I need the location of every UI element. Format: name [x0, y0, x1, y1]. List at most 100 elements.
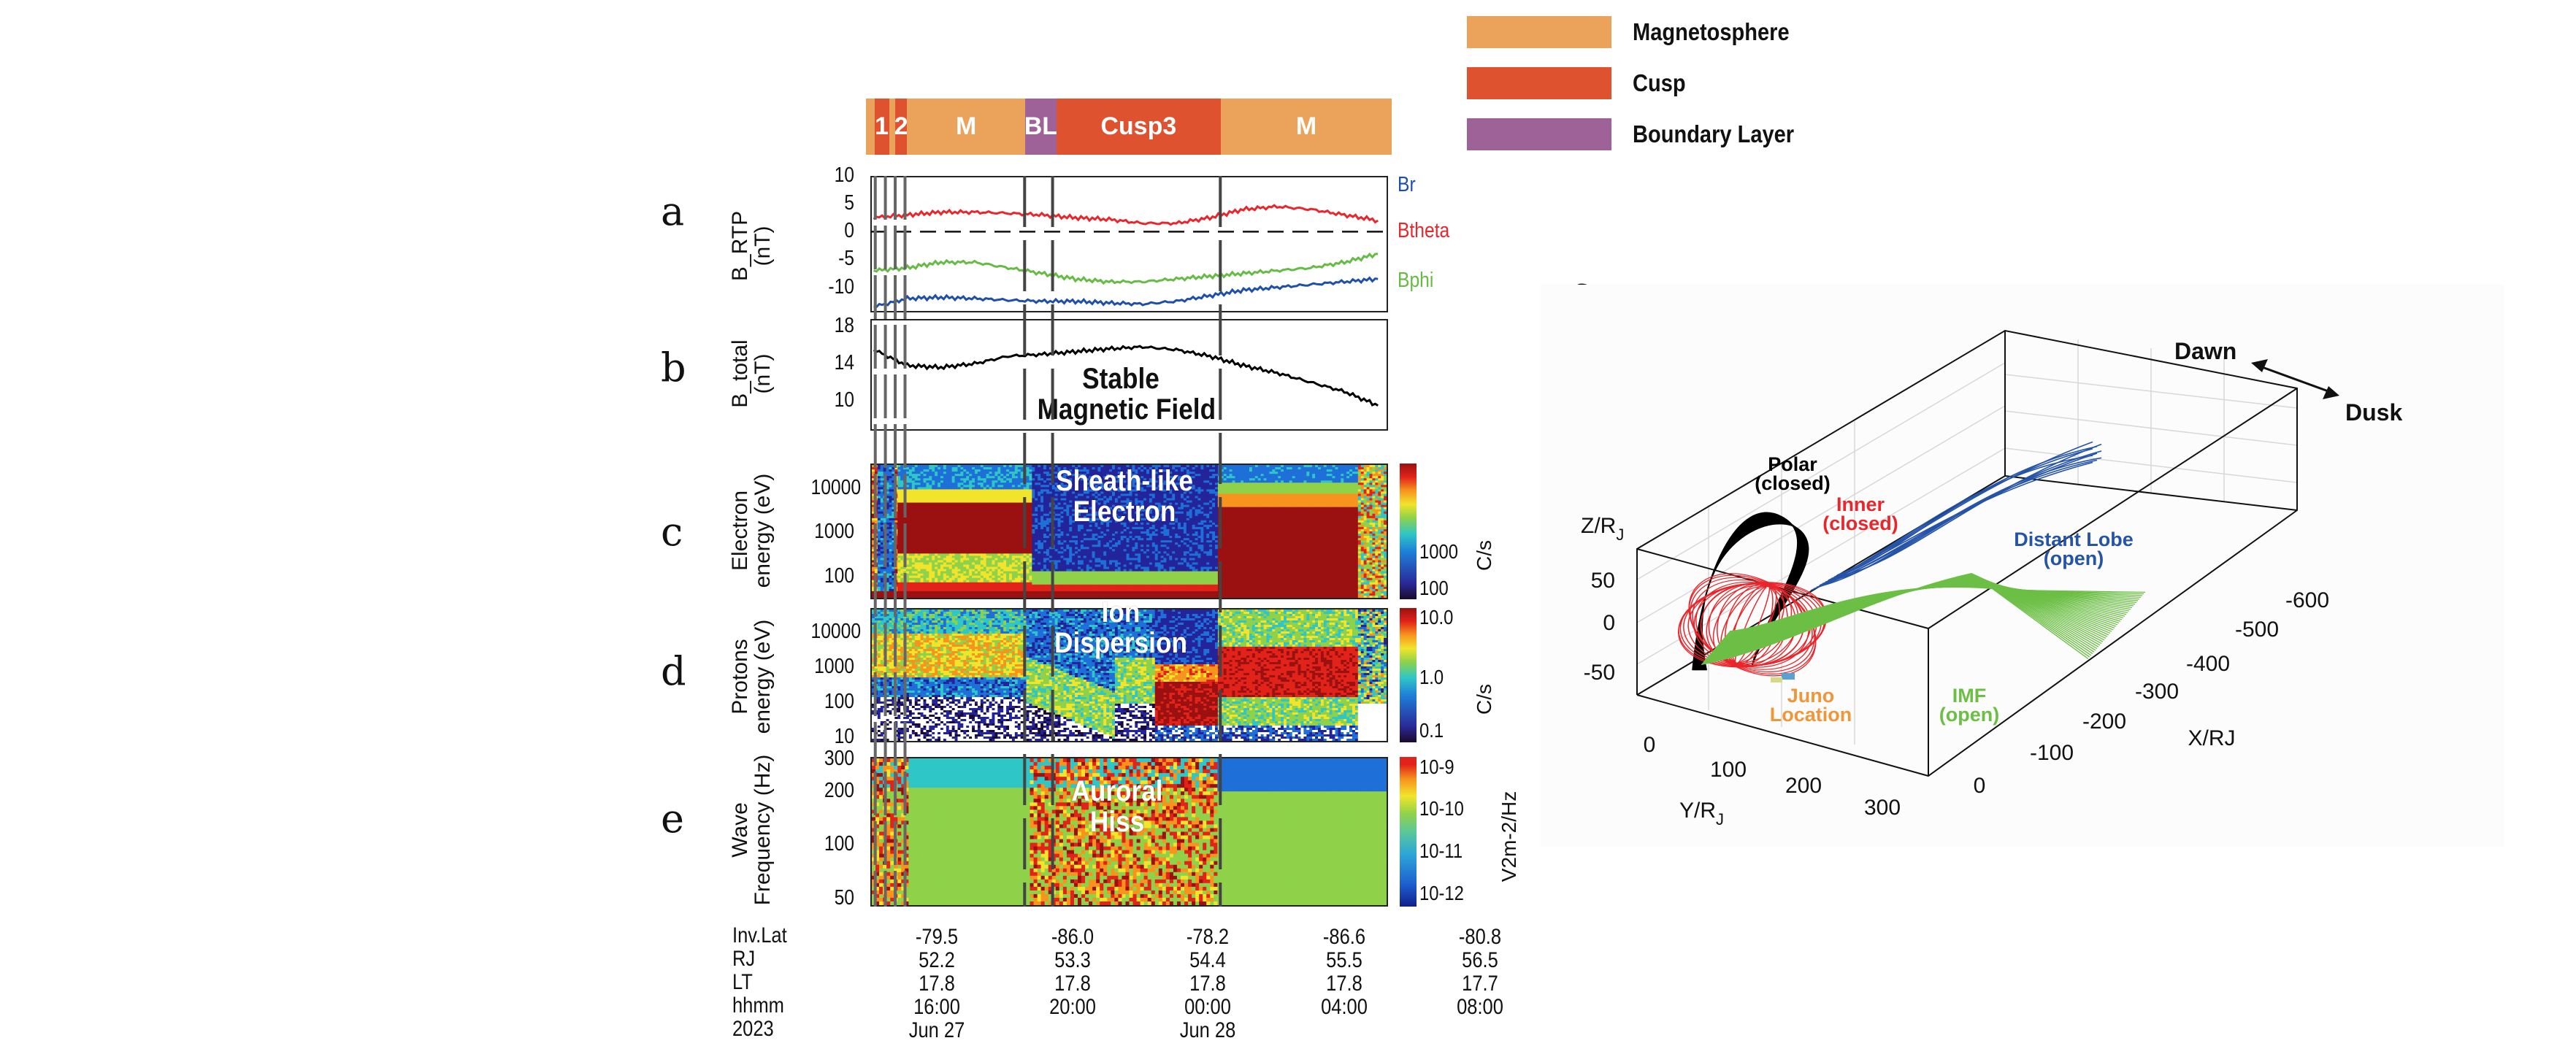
annotation-auroral-hiss: Auroral Hiss	[1034, 776, 1201, 837]
inner-sub: (closed)	[1822, 512, 1898, 534]
panel-d-colorbar	[1400, 608, 1417, 742]
x-axis-value: 53.3	[1035, 948, 1110, 973]
y-tick: 200	[1785, 774, 1822, 798]
x-axis-value: Jun 27	[900, 1018, 974, 1043]
x-axis-value: -80.8	[1443, 925, 1517, 950]
legend-label-boundary-layer: Boundary Layer	[1633, 120, 1794, 148]
series-line-bphi	[873, 252, 1379, 285]
row-label-invlat: Inv.Lat	[732, 925, 787, 947]
y-tick-label: 200	[811, 779, 854, 803]
x-axis-value: 17.8	[1170, 972, 1245, 996]
panel-letter-c: c	[661, 509, 683, 555]
x-axis-value: 54.4	[1170, 948, 1245, 973]
legend-swatch-magnetosphere	[1467, 16, 1611, 48]
panel-f-background	[1541, 285, 2504, 847]
x-axis-value: 20:00	[1035, 995, 1110, 1020]
distant-lobe-field-line	[1822, 453, 2098, 585]
x-axis-value: 08:00	[1443, 995, 1517, 1020]
legend-label-cusp: Cusp	[1633, 69, 1686, 97]
x-tick: -300	[2135, 680, 2179, 704]
panel-f-grid	[1636, 339, 2298, 745]
imf-sub: (open)	[1939, 704, 1999, 726]
panel-e-spectrogram	[870, 757, 1388, 907]
x-axis-value: 55.5	[1307, 948, 1381, 973]
x-tick: -400	[2186, 652, 2230, 676]
juno-sub: Location	[1770, 704, 1852, 726]
y-tick-label: 10000	[811, 476, 862, 500]
y-tick-label: 100	[811, 690, 854, 714]
panel-e-cbar-tick: 10-10	[1419, 797, 1464, 820]
region-segment: 1	[874, 99, 889, 155]
juno-spacecraft-icon	[1771, 673, 1795, 682]
panel-letter-b: b	[661, 345, 686, 391]
plot-d-pixels	[872, 609, 1387, 741]
panel-f-3d-field-lines: Z/RJ 50 0 -50 0 100 200 300 Y/RJ 0 -100 …	[1541, 285, 2504, 847]
x-tick: -200	[2082, 709, 2126, 734]
panel-d-cbar-tick: 1.0	[1419, 666, 1444, 689]
x-axis-label: X/RJ	[2188, 726, 2235, 750]
distant-lobe-field-line	[1833, 443, 2102, 578]
y-tick-label: 50	[811, 886, 854, 910]
panel-d-spectrogram	[870, 608, 1388, 742]
region-segment	[889, 99, 896, 155]
imf-field-line	[1729, 586, 2146, 632]
x-axis-value: 56.5	[1443, 948, 1517, 973]
juno-label: Juno	[1787, 685, 1835, 707]
polar-field-line	[1701, 523, 1809, 671]
panel-e-cbar-tick: 10-11	[1419, 839, 1463, 863]
y-axis-label: Y/RJ	[1679, 799, 1724, 828]
y-tick: 0	[1644, 733, 1656, 757]
legend-swatch-boundary-layer	[1467, 118, 1611, 150]
series-line-br	[873, 276, 1379, 309]
series-line-btotal	[873, 345, 1379, 407]
polar-label: Polar	[1768, 453, 1817, 475]
panel-c-cbar-tick: 1000	[1419, 540, 1458, 564]
panel-letter-e: e	[661, 796, 684, 842]
dawn-dusk-arrow-icon	[2251, 359, 2339, 399]
panel-d-cbar-tick: 10.0	[1419, 606, 1453, 629]
y-tick-label: 300	[811, 747, 854, 771]
row-label-rj: RJ	[732, 948, 755, 970]
panel-e-cbar-tick: 10-12	[1419, 882, 1464, 905]
series-label-br: Br	[1398, 173, 1416, 197]
x-axis-value: -86.6	[1307, 925, 1381, 950]
panel-e-cbar-tick: 10-9	[1419, 755, 1454, 779]
x-tick: -100	[2030, 741, 2074, 765]
distant-lobe-field-line	[1825, 450, 2102, 583]
y-tick-label: 0	[811, 219, 854, 243]
x-tick: -500	[2235, 618, 2279, 642]
y-tick-label: 1000	[811, 655, 854, 679]
polar-sub: (closed)	[1755, 472, 1831, 494]
y-tick-label: 100	[811, 564, 854, 588]
z-tick: -50	[1584, 661, 1615, 685]
row-label-year: 2023	[732, 1018, 774, 1040]
field-lines	[1678, 441, 2146, 677]
x-axis-value: 04:00	[1307, 995, 1381, 1020]
region-segment: M	[1221, 99, 1392, 155]
plot-e-pixels	[872, 758, 1387, 905]
annotation-ion-dispersion: Ion Dispersion	[1034, 597, 1208, 658]
y-tick: 100	[1710, 758, 1747, 782]
field-line-labels: Polar (closed) Inner (closed) Distant Lo…	[1755, 453, 2134, 726]
z-tick: 50	[1591, 569, 1615, 593]
panel-e-colorbar	[1400, 757, 1417, 907]
region-segment: M	[907, 99, 1026, 155]
legend-label-magnetosphere: Magnetosphere	[1633, 18, 1790, 46]
panel-b-plot	[870, 319, 1388, 431]
inner-label: Inner	[1836, 493, 1885, 515]
x-axis-value: 17.8	[900, 972, 974, 996]
legend-swatch-cusp	[1467, 67, 1611, 99]
x-axis-value: 52.2	[900, 948, 974, 973]
y-tick-label: 10	[811, 164, 854, 188]
y-tick: 300	[1864, 796, 1901, 820]
y-tick-label: 18	[811, 314, 854, 338]
dawn-label: Dawn	[2174, 338, 2236, 364]
x-axis-value: Jun 28	[1170, 1018, 1245, 1043]
panel-f-axis-labels: Z/RJ 50 0 -50 0 100 200 300 Y/RJ 0 -100 …	[1581, 338, 2402, 828]
y-tick-label: 10000	[811, 620, 862, 644]
panel-d-cbar-tick: 0.1	[1419, 719, 1444, 742]
y-tick-label: -5	[811, 247, 854, 271]
panel-c-cbar-tick: 100	[1419, 577, 1449, 600]
y-tick-label: -10	[811, 275, 854, 299]
panel-letter-a: a	[661, 188, 684, 234]
